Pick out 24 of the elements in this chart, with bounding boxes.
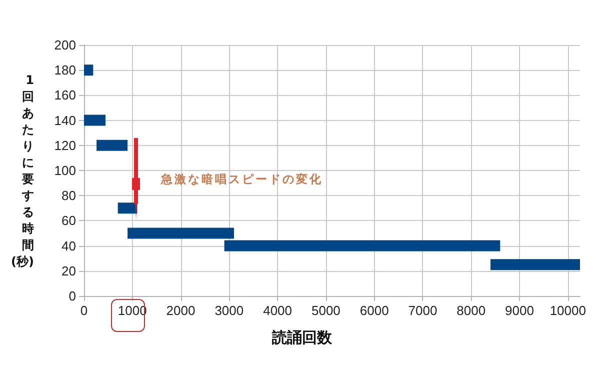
x-tick-label: 7000: [408, 303, 438, 318]
y-tick-label: 60: [62, 213, 76, 228]
y-tick-label: 180: [54, 62, 76, 78]
x-tick-label: 6000: [360, 303, 389, 318]
y-tick-label: 0: [68, 288, 76, 304]
x-tick-label: 9000: [505, 303, 534, 318]
annotation: 急激な暗唱スピードの変化: [161, 172, 323, 187]
y-tick-label: 120: [54, 138, 76, 153]
x-tick-label: 5000: [311, 303, 340, 318]
x-axis-title: 読誦回数: [270, 328, 333, 346]
y-tick-label: 160: [54, 88, 76, 103]
x-tick-label: 3000: [214, 303, 244, 318]
y-tick-label: 200: [54, 38, 76, 52]
y-tick-label: 100: [54, 163, 76, 178]
y-tick-label: 20: [62, 263, 76, 278]
text: 1回あたりに要する時間(秒): [11, 72, 34, 268]
x-tick-label: 2000: [166, 303, 196, 318]
y-tick-label: 40: [62, 238, 76, 254]
x-tick-label: 0: [80, 303, 88, 318]
y-tick-label: 140: [54, 112, 76, 128]
x-tick-label: 10000: [550, 303, 586, 318]
x-tick-label: 4000: [263, 303, 292, 318]
y-tick-label: 80: [62, 188, 76, 204]
x-tick-label: 8000: [456, 303, 486, 318]
